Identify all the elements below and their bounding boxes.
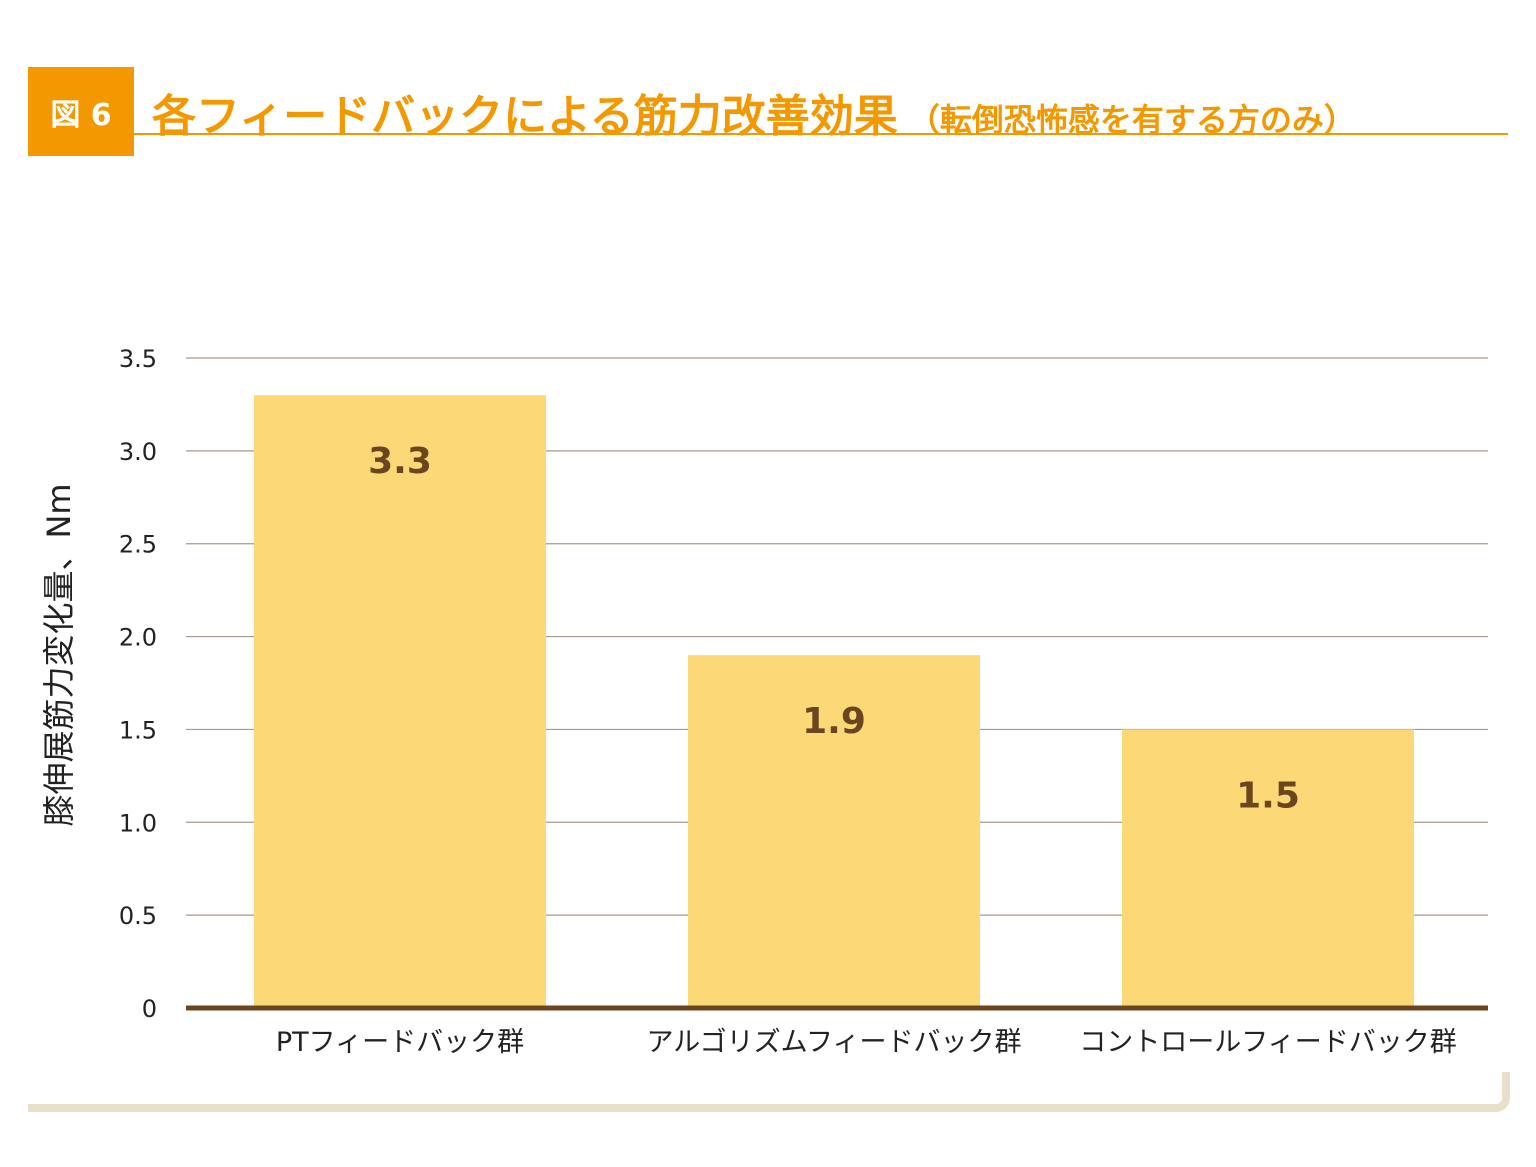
figure-label: 図 6 — [50, 97, 112, 133]
y-tick-label: 3.0 — [119, 438, 157, 466]
data-labels: 3.3 1.9 1.5 — [368, 441, 1300, 816]
bars — [254, 395, 1414, 1009]
bar — [254, 395, 546, 1009]
bar-value-label: 1.5 — [1236, 775, 1300, 816]
y-tick-label: 2.0 — [119, 624, 157, 652]
y-tick-label: 0.5 — [119, 902, 157, 930]
bar — [1122, 729, 1414, 1008]
y-tick-label: 1.5 — [119, 716, 157, 744]
x-tick-label: PTフィードバック群 — [276, 1027, 524, 1058]
y-tick-label: 2.5 — [119, 531, 157, 559]
bar-value-label: 1.9 — [802, 701, 866, 742]
bar-value-label: 3.3 — [368, 441, 432, 482]
y-tick-label: 1.0 — [119, 809, 157, 837]
x-tick-labels: PTフィードバック群 アルゴリズムフィードバック群 コントロールフィードバック群 — [276, 1027, 1457, 1058]
figure-badge: 図 6 — [28, 67, 134, 156]
y-tick-label: 3.5 — [119, 345, 157, 373]
x-tick-label: アルゴリズムフィードバック群 — [646, 1027, 1021, 1058]
y-tick-labels: 0 0.5 1.0 1.5 2.0 2.5 3.0 3.5 — [119, 345, 157, 1023]
frame-bottom-border — [28, 1104, 1494, 1112]
title-subtitle: （転倒恐怖感を有する方のみ） — [907, 101, 1356, 139]
x-tick-label: コントロールフィードバック群 — [1079, 1027, 1456, 1058]
frame-corner — [1494, 1072, 1510, 1112]
title-underline — [134, 133, 1508, 135]
y-axis-label: 膝伸展筋力変化量、Nm — [40, 483, 78, 826]
y-tick-label: 0 — [142, 995, 157, 1023]
bar — [688, 655, 980, 1008]
